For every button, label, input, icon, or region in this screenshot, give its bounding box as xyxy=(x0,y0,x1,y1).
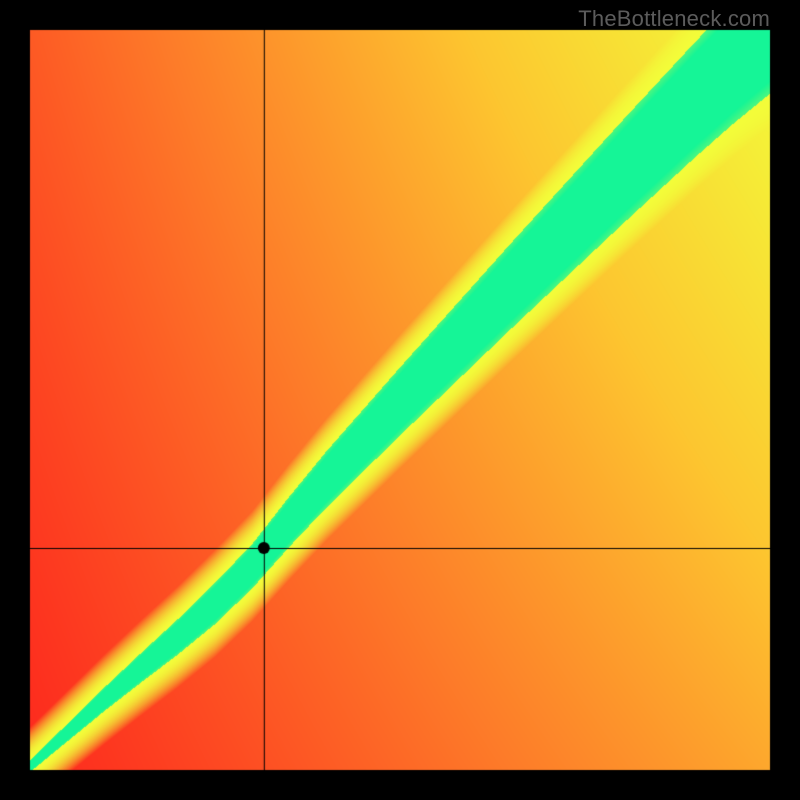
watermark-text: TheBottleneck.com xyxy=(578,6,770,32)
chart-container: TheBottleneck.com xyxy=(0,0,800,800)
heatmap-canvas xyxy=(0,0,800,800)
